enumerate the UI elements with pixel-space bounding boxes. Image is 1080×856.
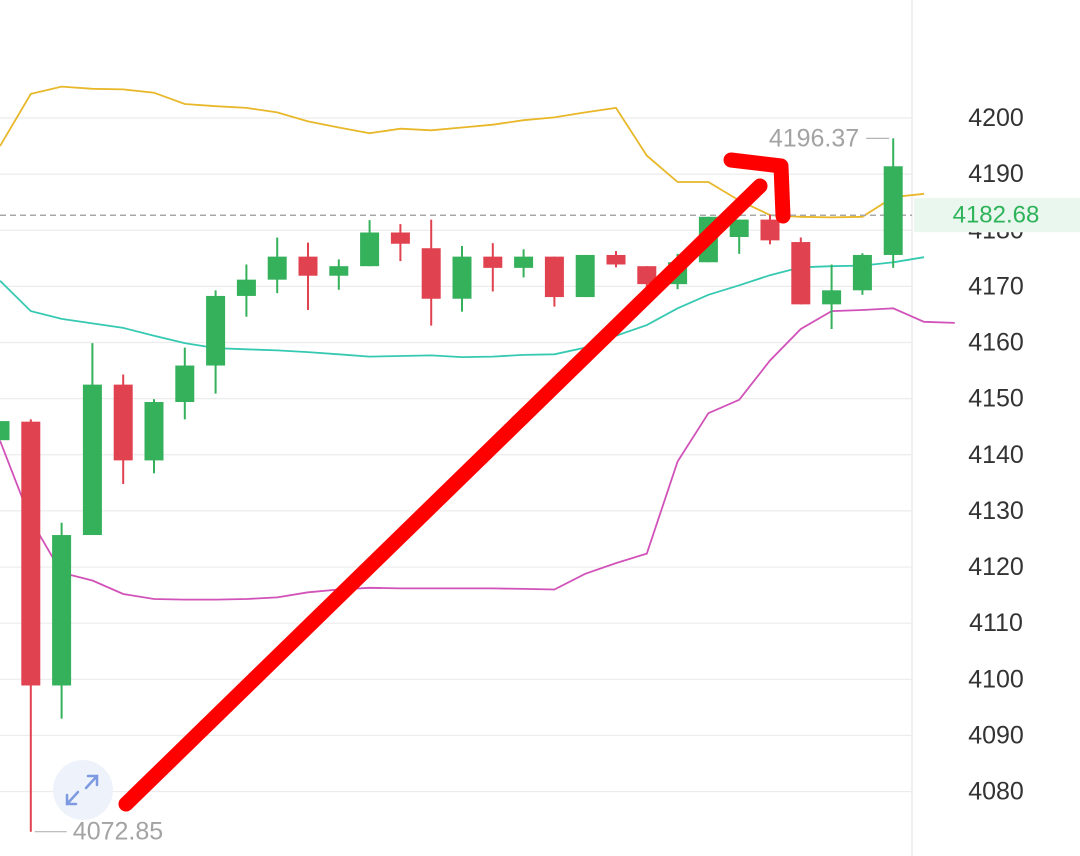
candle-body [267, 256, 287, 280]
candle-body [514, 256, 534, 268]
candle-15 [421, 219, 441, 326]
candle-body [791, 242, 811, 305]
candle-body [760, 219, 780, 241]
trend-arrow-shaft [118, 178, 768, 812]
candle-body [637, 266, 657, 285]
candle-body [82, 384, 102, 536]
candle-10 [267, 237, 287, 294]
expand-button-background[interactable] [53, 760, 113, 820]
candle-body [575, 254, 595, 298]
y-tick-label-4090: 4090 [968, 721, 1024, 749]
candle-6 [144, 399, 164, 474]
candle-body [21, 421, 41, 686]
candle-21 [606, 251, 626, 268]
candle-body [883, 166, 903, 255]
candle-4 [82, 343, 102, 536]
candle-12 [329, 259, 349, 290]
high-annotation: 4196.37 [769, 124, 890, 152]
y-tick-label-4110: 4110 [969, 609, 1023, 637]
candle-11 [298, 242, 318, 310]
current-price-tag: 4182.68 [914, 198, 1080, 233]
candle-19 [544, 256, 564, 307]
candle-body [606, 254, 626, 265]
candle-7 [175, 347, 195, 420]
low-annotation-label: 4072.85 [73, 818, 163, 846]
candle-18 [514, 249, 534, 278]
candle-17 [483, 243, 503, 292]
y-tick-label-4170: 4170 [968, 272, 1024, 300]
candle-26 [760, 214, 780, 245]
current-price-label: 4182.68 [953, 202, 1040, 229]
middle-band-line [0, 256, 925, 359]
candle-27 [791, 237, 811, 305]
candle-body [452, 256, 472, 299]
candle-body [852, 254, 872, 291]
candle-2 [21, 419, 41, 832]
expand-icon[interactable] [65, 774, 99, 806]
candle-25 [729, 219, 749, 254]
expand-button[interactable] [53, 760, 113, 820]
candle-body [483, 256, 503, 268]
low-annotation: 4072.85 [34, 818, 163, 846]
candle-body [729, 219, 749, 237]
candle-20 [575, 254, 595, 298]
y-tick-label-4140: 4140 [968, 441, 1024, 469]
candle-1 [0, 421, 10, 441]
y-tick-label-4160: 4160 [968, 329, 1024, 357]
candle-3 [52, 522, 72, 719]
candle-28 [822, 264, 842, 330]
candle-29 [852, 253, 872, 295]
candle-13 [360, 220, 380, 267]
candle-body [390, 232, 410, 244]
y-tick-label-4200: 4200 [968, 104, 1024, 132]
candle-body [206, 295, 226, 366]
current-price-tag-background [914, 198, 1080, 233]
candle-body [822, 290, 842, 305]
trend-arrow-head [723, 152, 791, 224]
candle-body [236, 279, 256, 296]
lower-band-line [0, 307, 955, 601]
high-annotation-label: 4196.37 [769, 124, 859, 152]
candle-body [113, 384, 133, 461]
candle-14 [390, 224, 410, 262]
candle-body [0, 421, 10, 441]
y-tick-label-4130: 4130 [968, 497, 1024, 525]
y-tick-label-4190: 4190 [968, 160, 1024, 188]
y-tick-label-4080: 4080 [968, 778, 1024, 806]
candle-body [175, 365, 195, 403]
candle-body [52, 535, 72, 686]
y-tick-label-4150: 4150 [968, 385, 1024, 413]
candle-9 [236, 264, 256, 317]
y-tick-label-4120: 4120 [968, 553, 1024, 581]
candle-30 [883, 138, 903, 268]
candle-8 [206, 290, 226, 394]
candle-16 [452, 245, 472, 312]
candle-5 [113, 374, 133, 484]
candle-body [144, 402, 164, 461]
candle-body [421, 248, 441, 299]
red-trend-arrow [118, 152, 791, 812]
candle-body [329, 266, 349, 276]
candle-body [298, 256, 318, 276]
candle-body [544, 256, 564, 298]
y-tick-label-4100: 4100 [968, 665, 1024, 693]
candle-body [360, 232, 380, 267]
